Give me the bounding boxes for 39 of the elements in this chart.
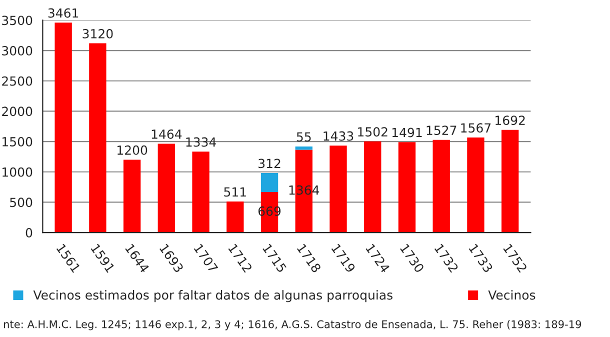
- data-label: 312: [258, 158, 280, 168]
- data-label: 1334: [186, 137, 216, 147]
- data-label: 1464: [152, 129, 182, 139]
- text: nte: A.H.M.C. Leg. 1245; 1146 exp.1, 2, 3 y 4; 1616, A.G.S. Catastro de Ensenada, L. 75. Reher (1983: 189-19: [4, 320, 582, 330]
- bar: [467, 137, 484, 233]
- bar: [330, 146, 347, 233]
- data-label: 3461: [48, 8, 78, 18]
- bar: [123, 160, 141, 233]
- y-tick-label: 3000: [2, 46, 32, 56]
- data-label: 1567: [461, 123, 491, 133]
- legend-label: Vecinos: [488, 290, 536, 300]
- data-label: 1502: [358, 127, 388, 137]
- data-label: 55: [296, 132, 311, 142]
- bar: [158, 144, 176, 233]
- bar: [54, 22, 72, 233]
- y-tick-label: 500: [10, 198, 32, 208]
- data-label: 3120: [82, 28, 113, 38]
- bar: [192, 152, 210, 233]
- bar: [89, 43, 106, 233]
- y-tick-label: 1000: [2, 167, 32, 177]
- bar: [295, 146, 312, 150]
- bar: [226, 202, 244, 233]
- y-tick-label: 2000: [2, 106, 32, 116]
- data-label: 511: [224, 187, 246, 197]
- data-label: 1527: [426, 126, 456, 136]
- data-label: 1692: [496, 116, 525, 126]
- bar: [501, 130, 519, 233]
- bar: [260, 173, 278, 192]
- data-label: 1491: [392, 128, 422, 138]
- y-tick-label: 3500: [2, 16, 32, 26]
- data-label: 1200: [118, 145, 148, 155]
- y-tick-label: 2500: [2, 76, 32, 86]
- bar: [364, 141, 382, 233]
- y-tick-label: 0: [26, 228, 32, 238]
- data-label: 1433: [324, 131, 354, 141]
- y-tick-label: 1500: [2, 137, 32, 146]
- bar: [432, 140, 450, 233]
- legend-label: Vecinos estimados por faltar datos de algunas parroquias: [33, 290, 392, 302]
- bar: [398, 142, 416, 233]
